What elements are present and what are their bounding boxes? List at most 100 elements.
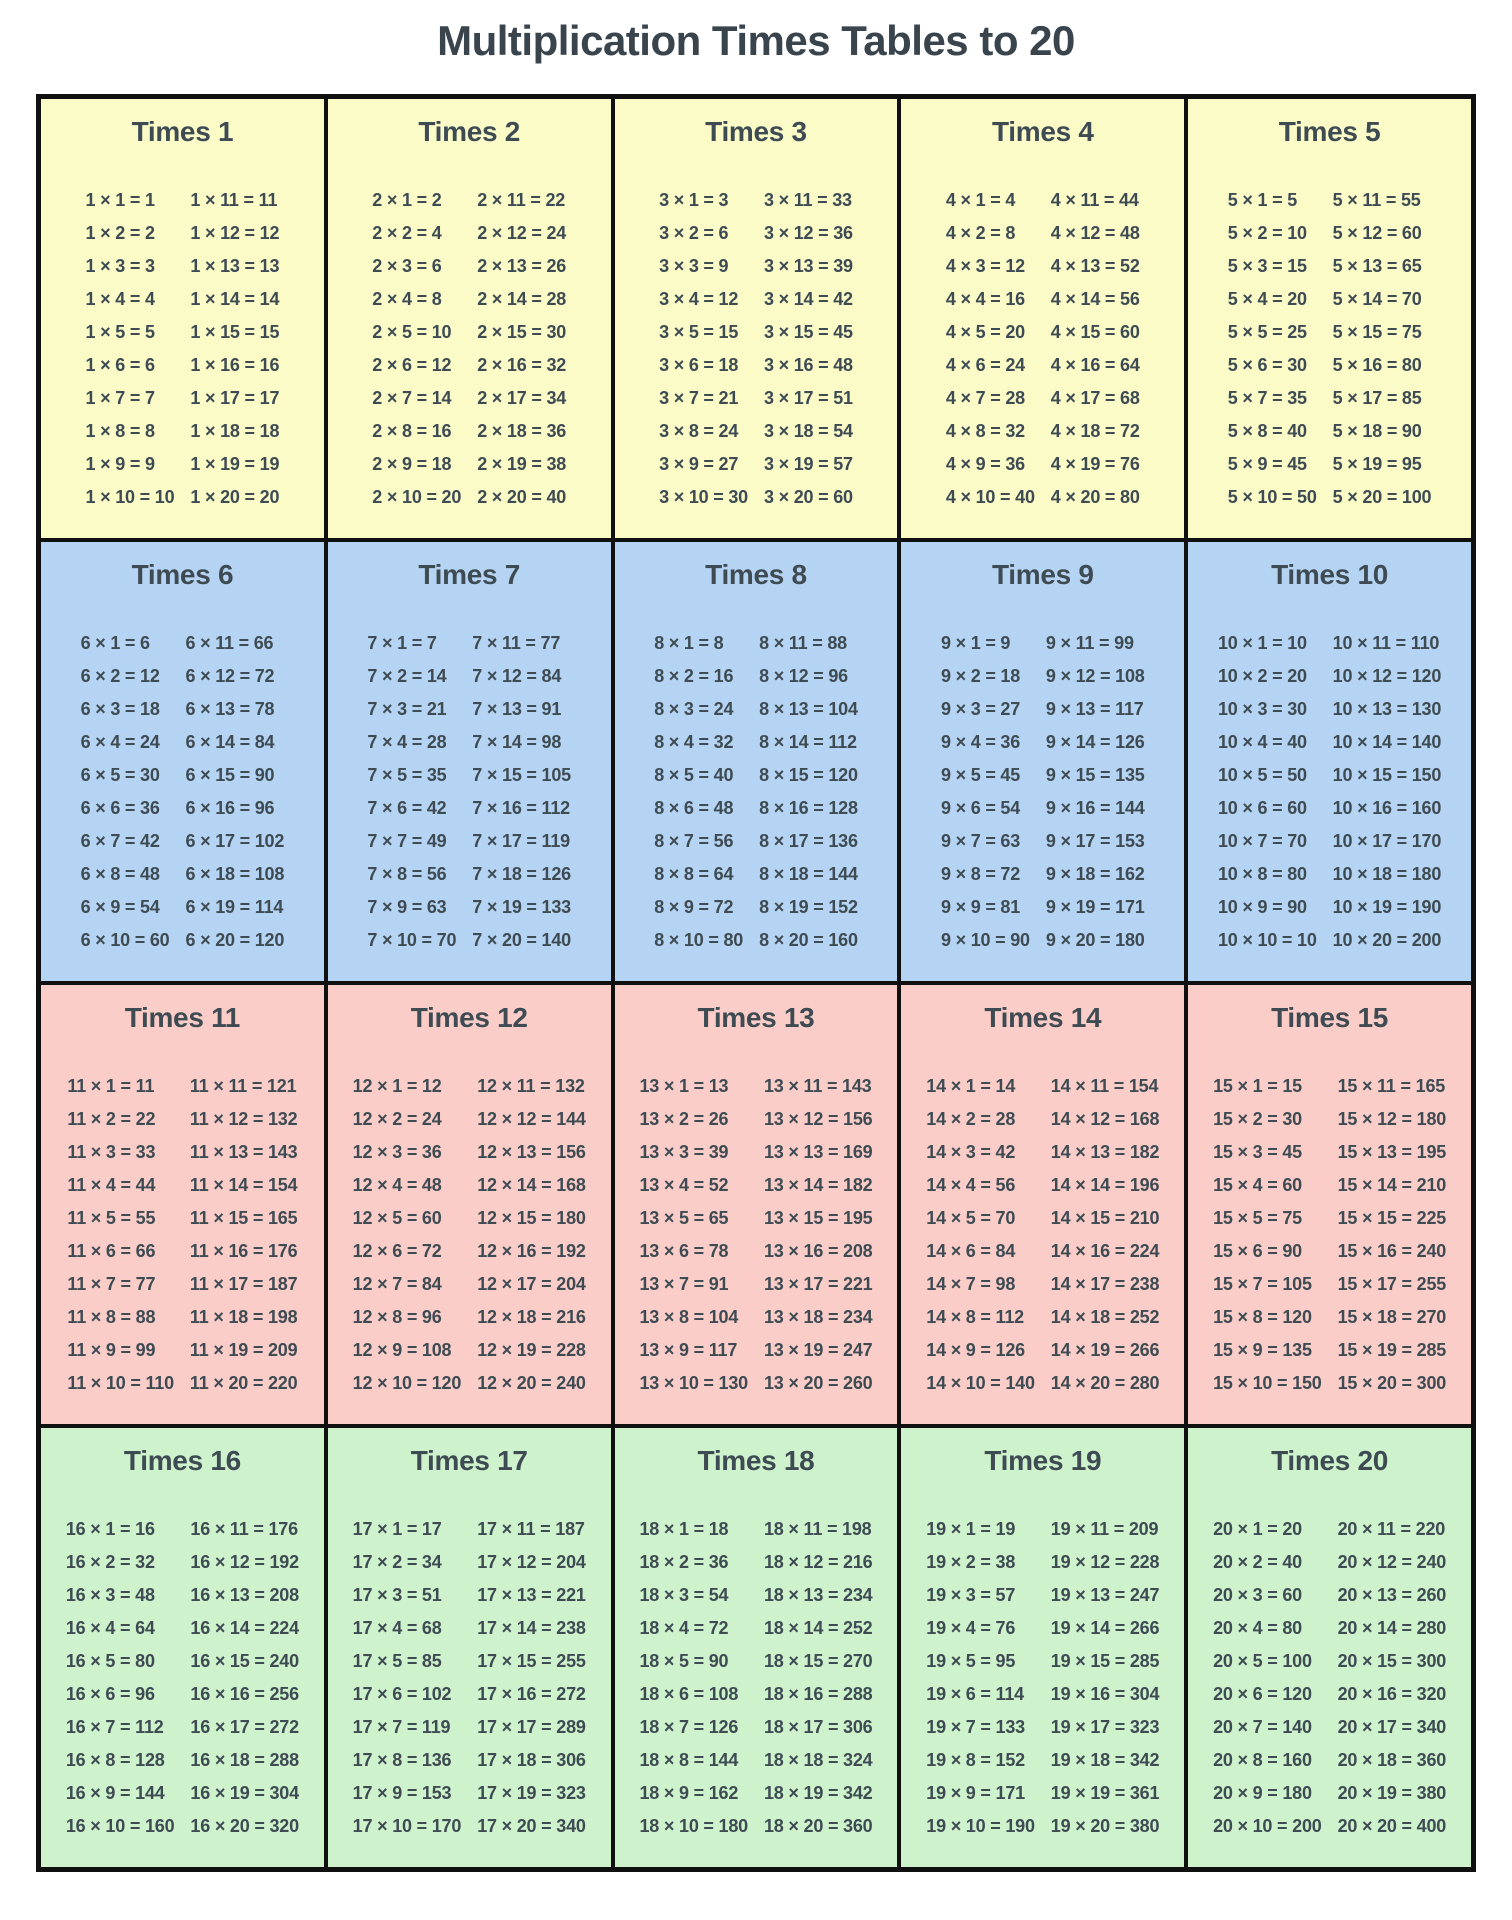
equation: 12 × 15 = 180 [477,1208,586,1229]
equation: 10 × 6 = 60 [1217,798,1307,819]
equation: 3 × 18 = 54 [763,421,853,442]
equation: 14 × 13 = 182 [1050,1142,1160,1163]
equation: 20 × 10 = 200 [1213,1816,1322,1837]
equation: 7 × 13 = 91 [472,699,562,720]
equation: 17 × 6 = 102 [352,1684,452,1705]
equation: 12 × 18 = 216 [477,1307,586,1328]
equation: 15 × 19 = 285 [1337,1340,1447,1361]
equations-block: 6 × 1 = 6 6 × 2 = 12 6 × 3 = 18 6 × 4 = 24 6… [81,627,285,957]
equation: 20 × 9 = 180 [1213,1783,1312,1804]
equation: 5 × 12 = 60 [1332,223,1422,244]
panel-title: Times 14 [984,1002,1102,1034]
equation: 12 × 9 = 108 [352,1340,452,1361]
equation: 3 × 19 = 57 [763,454,853,475]
equation: 5 × 8 = 40 [1227,421,1307,442]
equation: 13 × 7 = 91 [639,1274,729,1295]
equation: 1 × 3 = 3 [85,256,155,277]
equation: 11 × 13 = 143 [189,1142,298,1163]
equation: 13 × 1 = 13 [639,1076,729,1097]
equation: 12 × 16 = 192 [477,1241,586,1262]
equation: 16 × 2 = 32 [65,1552,155,1573]
equation: 2 × 10 = 20 [372,487,462,508]
equation-column-right: 9 × 11 = 99 9 × 12 = 108 9 × 13 = 117 9 × 1… [1046,627,1145,957]
equation: 5 × 1 = 5 [1227,190,1298,211]
equation: 12 × 1 = 12 [352,1076,442,1097]
equation-column-left: 19 × 1 = 19 19 × 2 = 38 19 × 3 = 57 19 × 4 … [926,1513,1035,1843]
equations-block: 20 × 1 = 20 20 × 2 = 40 20 × 3 = 60 20 × 4 … [1213,1513,1446,1843]
equation: 14 × 19 = 266 [1050,1340,1160,1361]
equation: 15 × 9 = 135 [1213,1340,1312,1361]
equation: 16 × 7 = 112 [65,1717,164,1738]
equation: 6 × 16 = 96 [185,798,275,819]
equation: 8 × 5 = 40 [654,765,734,786]
equation-column-right: 19 × 11 = 209 19 × 12 = 228 19 × 13 = 247 1… [1051,1513,1160,1843]
equation: 14 × 4 = 56 [926,1175,1016,1196]
panel-title: Times 2 [418,116,521,148]
equation: 5 × 16 = 80 [1332,355,1422,376]
equation: 15 × 20 = 300 [1337,1373,1447,1394]
equation: 3 × 15 = 45 [763,322,853,343]
equation: 14 × 3 = 42 [926,1142,1016,1163]
equation: 19 × 7 = 133 [926,1717,1025,1738]
equation: 17 × 20 = 340 [477,1816,586,1837]
equation: 6 × 17 = 102 [185,831,285,852]
equation: 7 × 11 = 77 [472,633,561,654]
equation: 16 × 18 = 288 [190,1750,299,1771]
equation: 15 × 1 = 15 [1213,1076,1302,1097]
equation: 10 × 9 = 90 [1217,897,1307,918]
equation: 3 × 11 = 33 [763,190,852,211]
equation: 3 × 13 = 39 [763,256,853,277]
equation: 14 × 7 = 98 [926,1274,1016,1295]
equation: 11 × 7 = 77 [67,1274,156,1295]
equations-block: 13 × 1 = 13 13 × 2 = 26 13 × 3 = 39 13 × 4 … [639,1070,872,1400]
equation: 12 × 14 = 168 [477,1175,586,1196]
equation: 18 × 11 = 198 [763,1519,872,1540]
equation: 20 × 8 = 160 [1213,1750,1312,1771]
equation: 8 × 8 = 64 [654,864,734,885]
panel-title: Times 19 [984,1445,1102,1477]
equation: 7 × 4 = 28 [367,732,447,753]
panel-title: Times 1 [131,116,234,148]
equation: 8 × 19 = 152 [759,897,858,918]
equation: 15 × 11 = 165 [1337,1076,1446,1097]
equation: 1 × 13 = 13 [190,256,280,277]
equation: 8 × 9 = 72 [654,897,734,918]
equation: 20 × 14 = 280 [1337,1618,1447,1639]
equation: 7 × 19 = 133 [472,897,571,918]
equation: 5 × 5 = 25 [1227,322,1307,343]
equation: 11 × 16 = 176 [189,1241,298,1262]
equation: 16 × 1 = 16 [65,1519,155,1540]
equation: 15 × 17 = 255 [1337,1274,1447,1295]
equation: 19 × 19 = 361 [1050,1783,1160,1804]
equation: 19 × 3 = 57 [926,1585,1016,1606]
equation: 7 × 3 = 21 [367,699,447,720]
equation: 3 × 17 = 51 [763,388,853,409]
equation: 6 × 13 = 78 [185,699,275,720]
equation: 13 × 8 = 104 [639,1307,739,1328]
equation: 20 × 5 = 100 [1213,1651,1312,1672]
equation: 14 × 6 = 84 [926,1241,1016,1262]
equation: 16 × 17 = 272 [190,1717,299,1738]
equation: 9 × 11 = 99 [1045,633,1134,654]
equation: 13 × 2 = 26 [639,1109,729,1130]
equation: 6 × 12 = 72 [185,666,275,687]
times-tables-grid: Times 1 1 × 1 = 1 1 × 2 = 2 1 × 3 = 3 1 × 4 … [36,94,1476,1873]
equation: 6 × 18 = 108 [185,864,285,885]
equation: 2 × 4 = 8 [372,289,442,310]
equation-column-left: 17 × 1 = 17 17 × 2 = 34 17 × 3 = 51 17 × 4 … [353,1513,462,1843]
equation-column-right: 7 × 11 = 77 7 × 12 = 84 7 × 13 = 91 7 × 14 … [472,627,571,957]
equation: 4 × 17 = 68 [1050,388,1140,409]
equation: 8 × 12 = 96 [759,666,848,687]
equation: 15 × 7 = 105 [1213,1274,1312,1295]
equation: 11 × 1 = 11 [67,1076,155,1097]
equation: 9 × 16 = 144 [1045,798,1145,819]
equation: 11 × 11 = 121 [189,1076,297,1097]
equation: 14 × 10 = 140 [926,1373,1035,1394]
equation: 14 × 9 = 126 [926,1340,1025,1361]
equation: 9 × 7 = 63 [940,831,1021,852]
equation: 20 × 20 = 400 [1337,1816,1447,1837]
equation-column-left: 9 × 1 = 9 9 × 2 = 18 9 × 3 = 27 9 × 4 = 36 9… [941,627,1030,957]
equation: 1 × 12 = 12 [190,223,280,244]
equation: 8 × 13 = 104 [759,699,858,720]
